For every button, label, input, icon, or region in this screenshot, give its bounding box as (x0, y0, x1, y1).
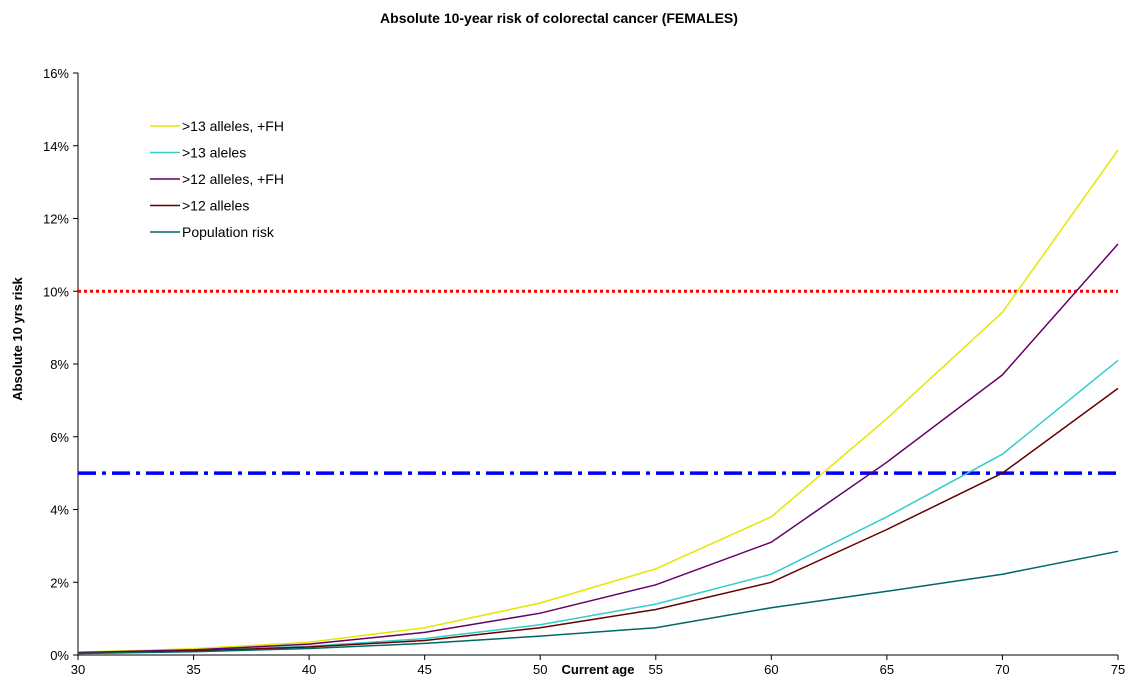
legend: >13 alleles, +FH >13 aleles >12 alleles, +… (150, 118, 284, 240)
legend-label: >12 alleles (182, 198, 249, 214)
legend-label: Population risk (182, 224, 275, 240)
y-tick-label: 10% (43, 284, 69, 299)
x-tick-label: 75 (1111, 662, 1125, 677)
series-line-3 (77, 387, 1119, 654)
y-tick-label: 16% (43, 66, 69, 81)
chart-title: Absolute 10-year risk of colorectal canc… (380, 10, 738, 26)
series-line-0 (77, 149, 1119, 653)
x-tick-label: 35 (186, 662, 200, 677)
y-tick-label: 8% (50, 357, 69, 372)
y-tick-label: 6% (50, 430, 69, 445)
y-tick-label: 4% (50, 503, 69, 518)
series-line-1 (77, 359, 1119, 654)
x-tick-label: 60 (764, 662, 778, 677)
y-tick-label: 0% (50, 648, 69, 663)
series-line-2 (77, 243, 1119, 654)
legend-label: >12 alleles, +FH (182, 171, 284, 187)
legend-label: >13 aleles (182, 145, 246, 161)
x-tick-label: 40 (302, 662, 316, 677)
x-tick-label: 30 (71, 662, 85, 677)
y-tick-label: 12% (43, 212, 69, 227)
x-tick-label: 70 (995, 662, 1009, 677)
y-tick-label: 2% (50, 575, 69, 590)
y-tick-label: 14% (43, 139, 69, 154)
y-axis-title: Absolute 10 yrs risk (10, 276, 25, 400)
series-line-4 (77, 550, 1119, 655)
x-axis-title: Current age (562, 662, 635, 677)
x-tick-label: 55 (649, 662, 663, 677)
x-tick-label: 50 (533, 662, 547, 677)
x-tick-label: 45 (417, 662, 431, 677)
x-tick-label: 65 (880, 662, 894, 677)
legend-label: >13 alleles, +FH (182, 118, 284, 134)
plot-area: 0% 2% 4% 6% 8% 10% 12% 14% 16% 30 35 40 45 50 55 60 65 70… (43, 66, 1125, 677)
